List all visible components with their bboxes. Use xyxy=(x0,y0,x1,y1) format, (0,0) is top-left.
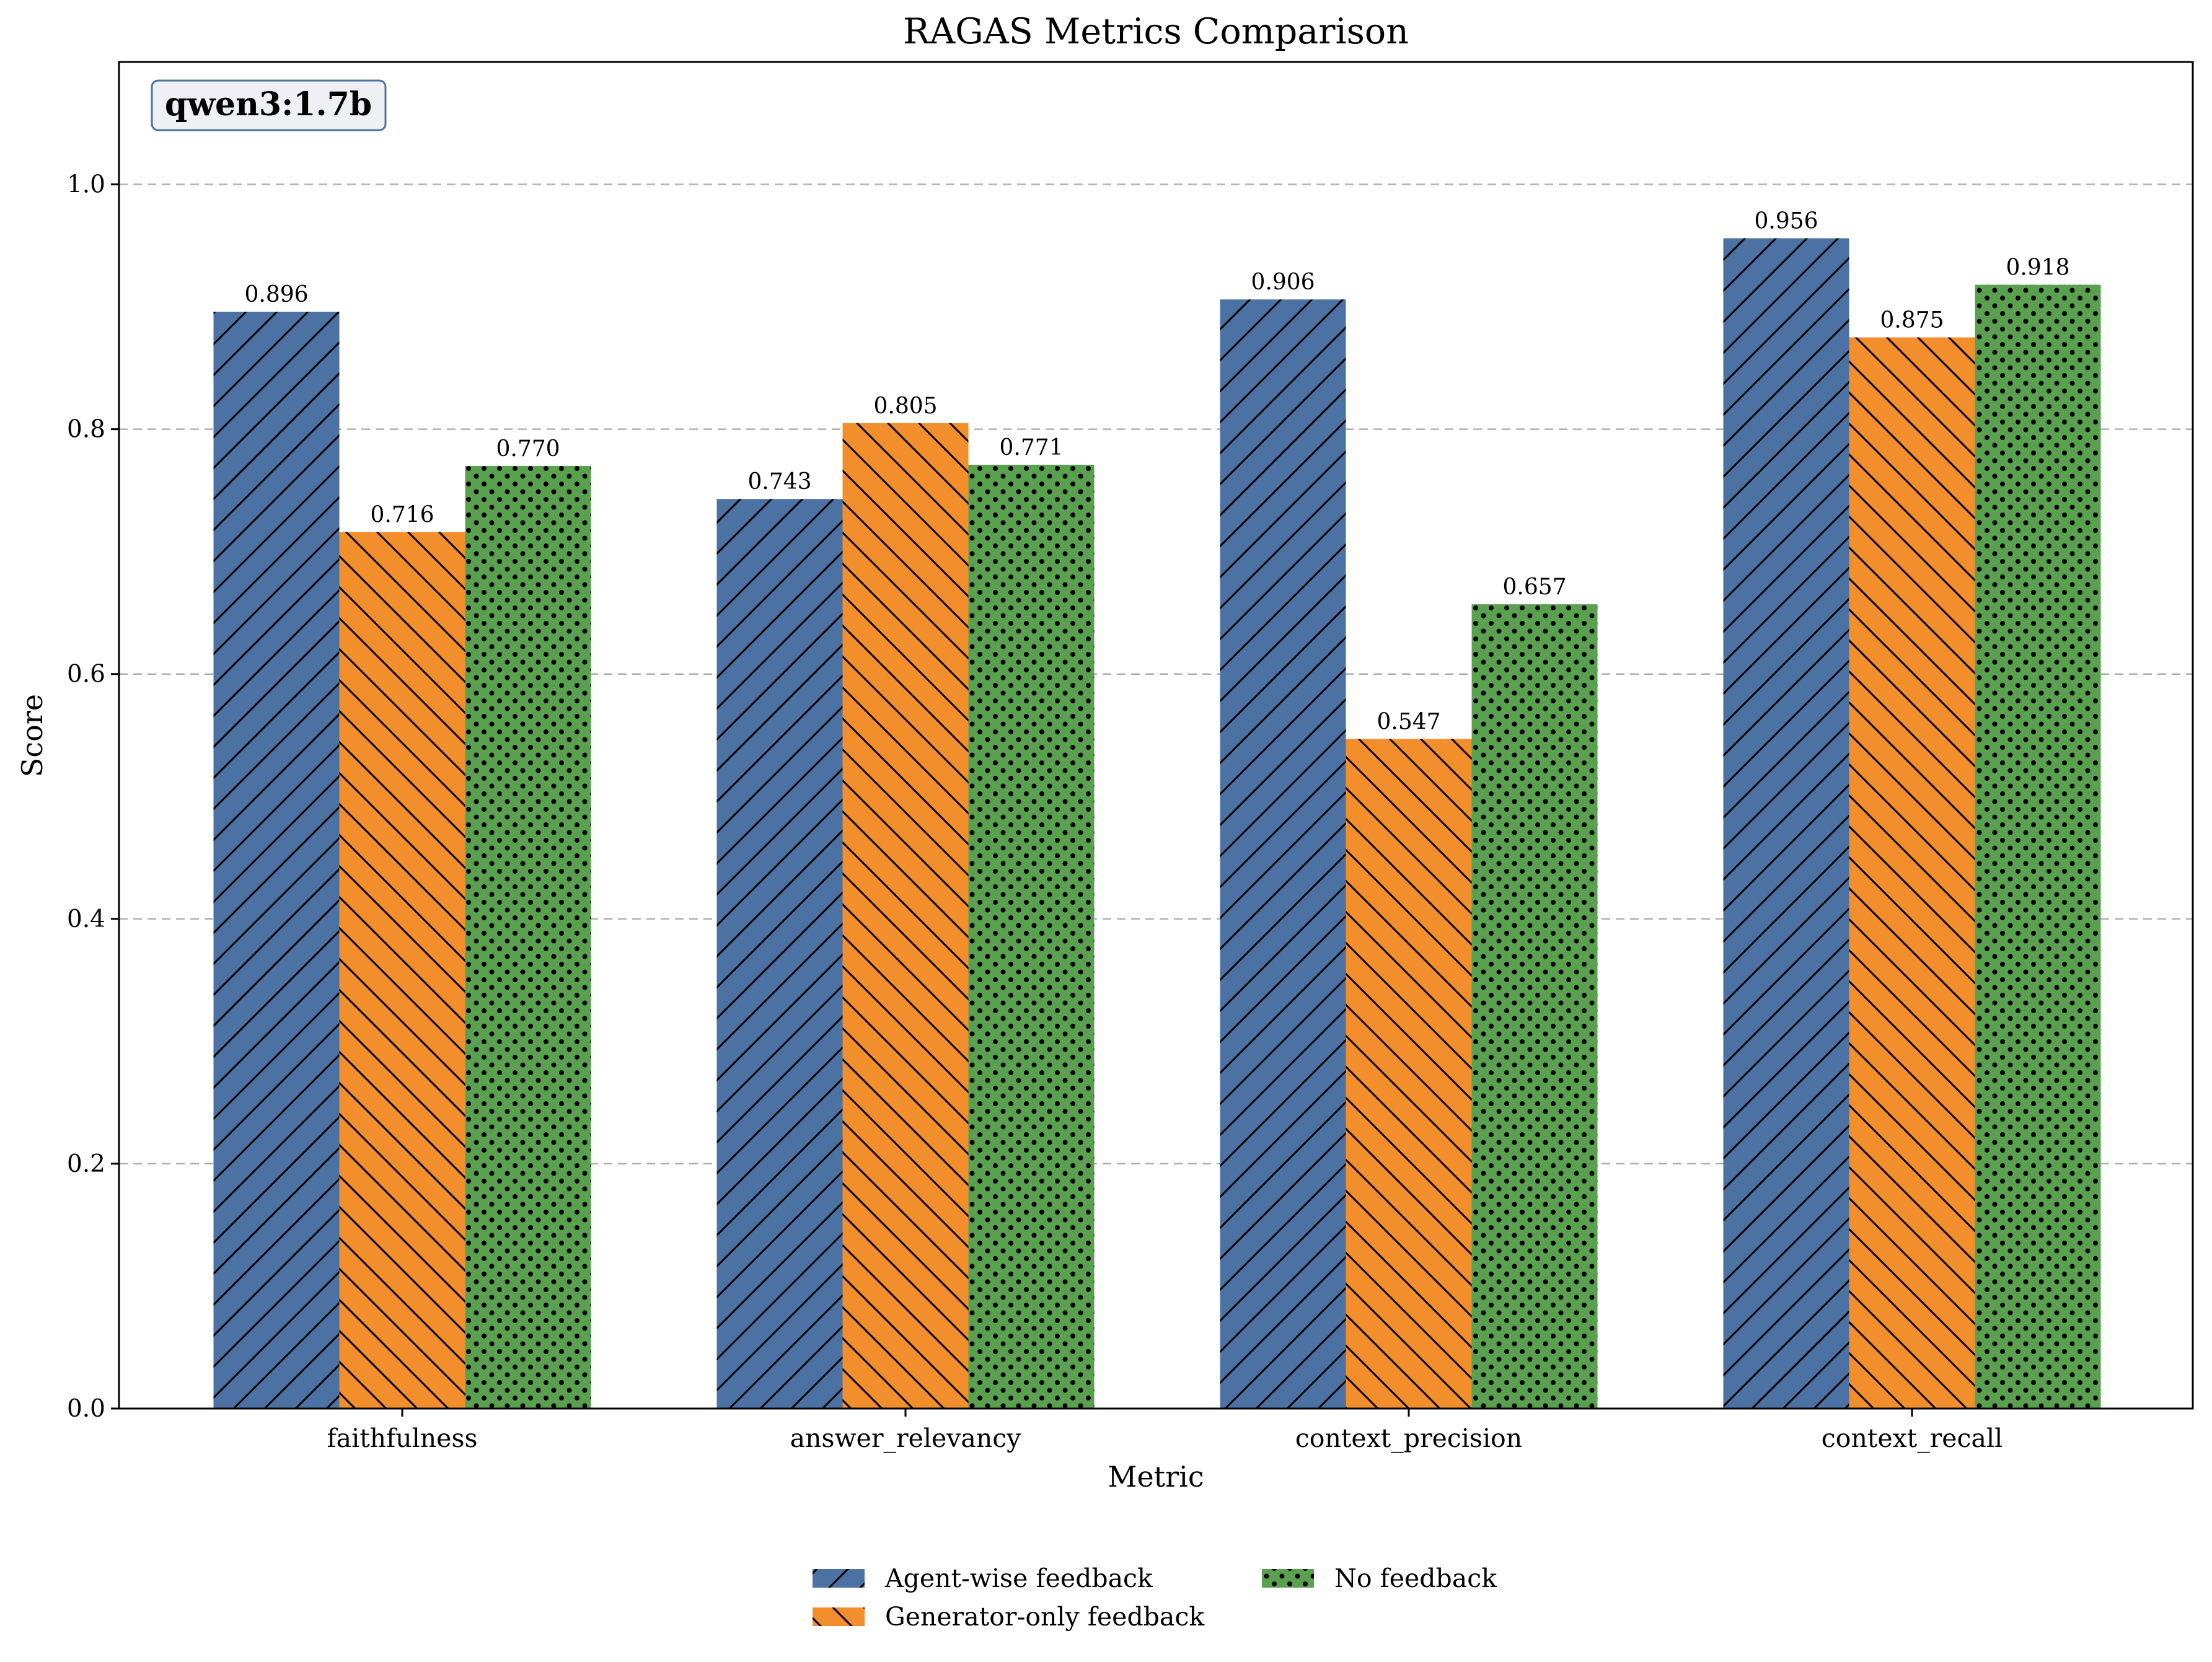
legend-label: No feedback xyxy=(1334,1563,1497,1593)
bar-value-label: 0.547 xyxy=(1377,709,1440,734)
x-tick-label: context_recall xyxy=(1822,1423,2003,1453)
x-axis-label: Metric xyxy=(1108,1460,1204,1493)
bar-value-label: 0.906 xyxy=(1251,270,1315,295)
y-tick-label: 0.4 xyxy=(67,905,105,933)
y-axis-label: Score xyxy=(15,694,49,777)
bar-value-labels: 0.896 0.743 0.906 0.956 0.716 0.805 0.547 0.875… xyxy=(244,208,2069,734)
y-tick-label: 0.6 xyxy=(67,661,105,688)
legend-swatch xyxy=(813,1607,865,1626)
bar-dots xyxy=(968,464,1095,1409)
bar-value-label: 0.918 xyxy=(2006,255,2069,281)
y-tick-label: 0.0 xyxy=(67,1395,105,1423)
bar-value-label: 0.956 xyxy=(1754,208,1818,234)
bar-value-label: 0.657 xyxy=(1502,574,1566,600)
x-axis-ticks: faithfulness answer_relevancy context_prec… xyxy=(327,1409,2003,1453)
legend-swatch xyxy=(813,1569,865,1588)
y-axis-ticks: 0.0 0.2 0.4 0.6 0.8 1.0 xyxy=(67,171,119,1423)
bar-value-label: 0.896 xyxy=(244,282,308,307)
model-annotation-badge: qwen3:1.7b xyxy=(151,79,387,131)
y-tick-label: 0.2 xyxy=(67,1150,105,1178)
x-tick-label: context_precision xyxy=(1295,1423,1522,1453)
bar-back-diagonal xyxy=(1346,739,1472,1409)
bar-value-label: 0.743 xyxy=(747,469,811,495)
legend-label: Agent-wise feedback xyxy=(884,1563,1153,1593)
bar-dots xyxy=(465,465,591,1409)
legend-label: Generator-only feedback xyxy=(885,1602,1205,1632)
bar-forward-diagonal xyxy=(716,499,843,1409)
y-tick-label: 0.8 xyxy=(67,416,105,444)
badge-label: qwen3:1.7b xyxy=(165,86,372,123)
badge-box xyxy=(151,79,387,131)
legend-swatch xyxy=(1262,1569,1314,1588)
x-tick-label: faithfulness xyxy=(327,1423,477,1453)
bar-forward-diagonal xyxy=(1723,238,1849,1409)
bar-back-diagonal xyxy=(1849,337,1975,1409)
bar-value-label: 0.770 xyxy=(496,436,560,462)
bar-value-label: 0.771 xyxy=(999,435,1063,460)
bar-back-diagonal xyxy=(842,423,969,1409)
bar-back-diagonal xyxy=(339,532,465,1409)
bars xyxy=(213,238,2101,1409)
legend: Agent-wise feedback Generator-only feedba… xyxy=(813,1563,1497,1632)
bar-dots xyxy=(1975,284,2101,1409)
bar-value-label: 0.716 xyxy=(370,503,434,528)
chart-title: RAGAS Metrics Comparison xyxy=(903,11,1409,52)
bar-dots xyxy=(1471,604,1598,1409)
x-tick-label: answer_relevancy xyxy=(790,1423,1022,1453)
plot-frame xyxy=(118,61,2194,1410)
bar-value-label: 0.805 xyxy=(873,394,937,419)
y-tick-label: 1.0 xyxy=(67,171,105,199)
bar-forward-diagonal xyxy=(1220,299,1346,1409)
bar-value-label: 0.875 xyxy=(1880,307,1944,333)
bar-forward-diagonal xyxy=(213,311,340,1409)
